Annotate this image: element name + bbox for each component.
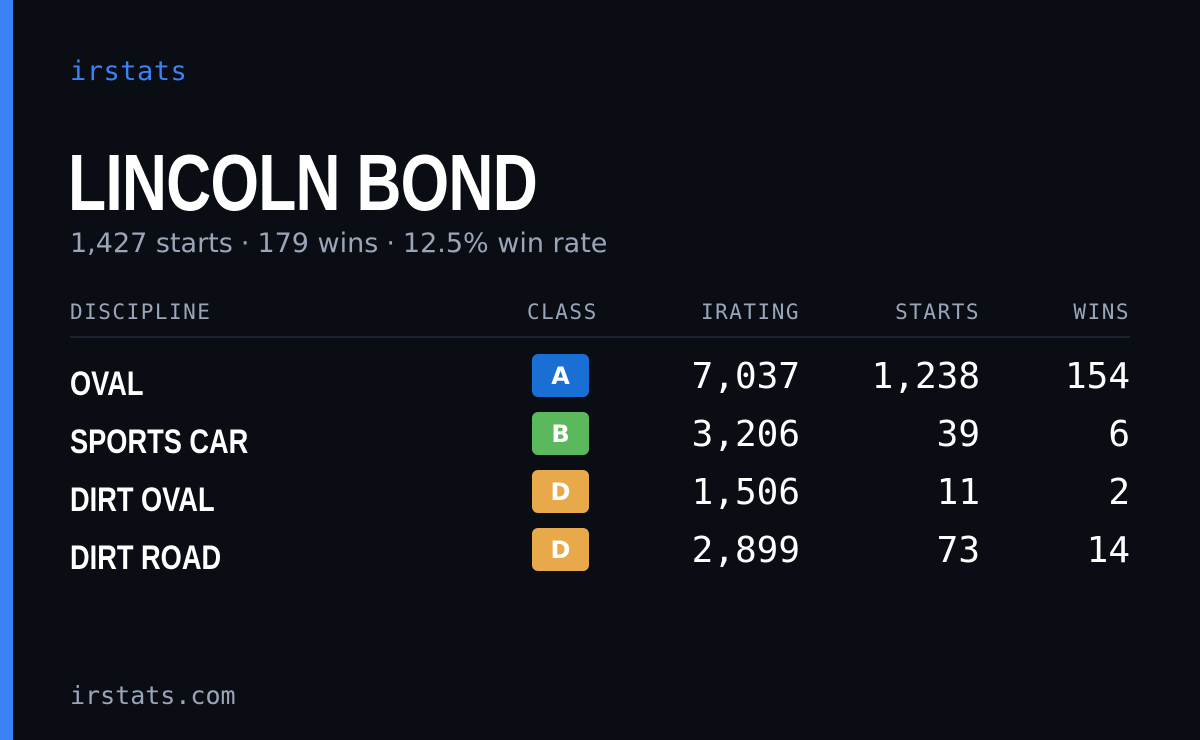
starts-value: 39: [936, 414, 980, 455]
irating-value: 7,037: [691, 356, 800, 397]
table-row: OVAL A 7,037 1,238 154: [0, 354, 1200, 412]
discipline-label: DIRT OVAL: [70, 481, 215, 519]
class-badge: B: [532, 412, 589, 455]
discipline-label: DIRT ROAD: [70, 539, 222, 577]
wins-value: 14: [1086, 530, 1130, 571]
irating-value: 2,899: [691, 530, 800, 571]
accent-bar: [0, 0, 13, 740]
footer-url[interactable]: irstats.com: [70, 681, 236, 710]
player-summary: 1,427 starts · 179 wins · 12.5% win rate: [70, 228, 607, 259]
starts-value: 73: [936, 530, 980, 571]
brand-logo-text: irstats: [70, 56, 188, 87]
wins-summary: 179 wins: [257, 228, 379, 259]
starts-summary: 1,427 starts: [70, 228, 233, 259]
discipline-label: OVAL: [70, 365, 144, 403]
irating-value: 3,206: [691, 414, 800, 455]
wins-value: 154: [1064, 356, 1130, 397]
separator: ·: [386, 228, 395, 259]
header-starts: STARTS: [895, 300, 980, 324]
class-badge: D: [532, 528, 589, 571]
irating-value: 1,506: [691, 472, 800, 513]
discipline-label: SPORTS CAR: [70, 423, 249, 461]
class-badge: D: [532, 470, 589, 513]
separator: ·: [240, 228, 250, 259]
wins-value: 6: [1108, 414, 1130, 455]
starts-value: 11: [936, 472, 980, 513]
header-irating: IRATING: [700, 300, 800, 324]
class-badge: A: [532, 354, 589, 397]
header-discipline: DISCIPLINE: [70, 300, 212, 324]
header-divider: [70, 336, 1130, 338]
starts-value: 1,238: [871, 356, 980, 397]
player-name: LINCOLN BOND: [68, 138, 538, 227]
header-wins: WINS: [1073, 300, 1130, 324]
win-rate-summary: 12.5% win rate: [402, 228, 608, 259]
header-class: CLASS: [527, 300, 598, 324]
table-row: SPORTS CAR B 3,206 39 6: [0, 412, 1200, 470]
wins-value: 2: [1108, 472, 1130, 513]
table-row: DIRT OVAL D 1,506 11 2: [0, 470, 1200, 528]
table-row: DIRT ROAD D 2,899 73 14: [0, 528, 1200, 586]
